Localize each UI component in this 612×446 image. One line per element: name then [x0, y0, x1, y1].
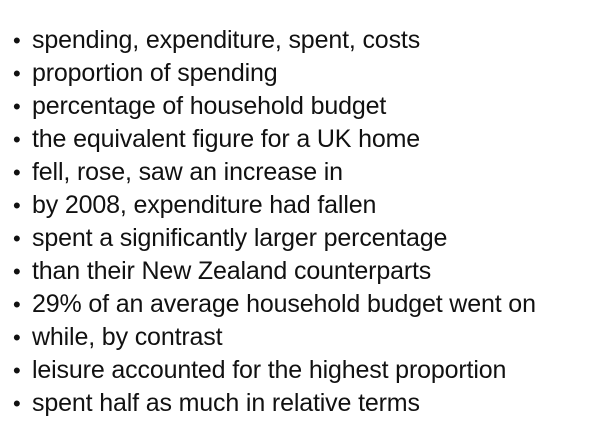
list-item: • spending, expenditure, spent, costs [13, 24, 609, 57]
bullet-icon: • [13, 160, 21, 185]
bullet-icon: • [13, 391, 21, 416]
phrase-text: percentage of household budget [32, 92, 387, 120]
bullet-icon: • [13, 226, 21, 251]
phrase-text: by 2008, expenditure had fallen [32, 191, 377, 219]
phrase-list: • spending, expenditure, spent, costs • … [13, 24, 609, 420]
bullet-icon: • [13, 28, 21, 53]
bullet-icon: • [13, 94, 21, 119]
phrase-text: 29% of an average household budget went … [32, 290, 536, 318]
phrase-text: proportion of spending [32, 59, 278, 87]
bullet-icon: • [13, 358, 21, 383]
phrase-text: spending, expenditure, spent, costs [32, 26, 421, 54]
list-item: • by 2008, expenditure had fallen [13, 189, 609, 222]
bullet-icon: • [13, 193, 21, 218]
phrase-text: spent a significantly larger percentage [32, 224, 448, 252]
bullet-icon: • [13, 292, 21, 317]
phrase-text: spent half as much in relative terms [32, 389, 420, 417]
list-item: • than their New Zealand counterparts [13, 255, 609, 288]
list-item: • the equivalent figure for a UK home [13, 123, 609, 156]
list-item: • fell, rose, saw an increase in [13, 156, 609, 189]
phrase-text: fell, rose, saw an increase in [32, 158, 343, 186]
list-item: • spent a significantly larger percentag… [13, 222, 609, 255]
bullet-icon: • [13, 259, 21, 284]
phrase-text: than their New Zealand counterparts [32, 257, 432, 285]
bullet-icon: • [13, 61, 21, 86]
bullet-icon: • [13, 325, 21, 350]
bullet-icon: • [13, 127, 21, 152]
list-item: • 29% of an average household budget wen… [13, 288, 609, 321]
list-item: • percentage of household budget [13, 90, 609, 123]
phrase-text: the equivalent figure for a UK home [32, 125, 421, 153]
list-item: • spent half as much in relative terms [13, 387, 609, 420]
list-item: • while, by contrast [13, 321, 609, 354]
phrase-text: while, by contrast [32, 323, 223, 351]
phrase-text: leisure accounted for the highest propor… [32, 356, 507, 384]
list-item: • proportion of spending [13, 57, 609, 90]
list-item: • leisure accounted for the highest prop… [13, 354, 609, 387]
